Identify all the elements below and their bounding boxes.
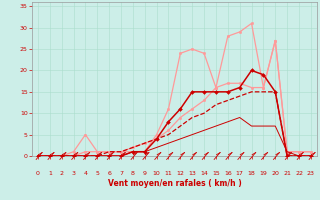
X-axis label: Vent moyen/en rafales ( km/h ): Vent moyen/en rafales ( km/h ) xyxy=(108,179,241,188)
